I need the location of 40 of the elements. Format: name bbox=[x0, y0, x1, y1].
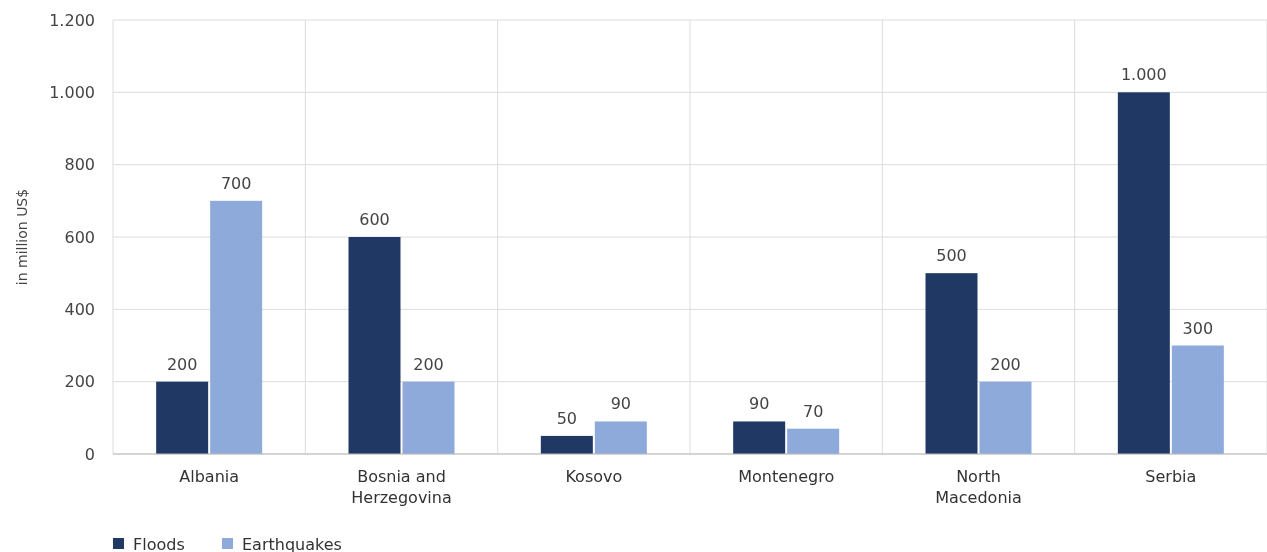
y-tick-label: 400 bbox=[64, 299, 95, 319]
bar bbox=[925, 273, 978, 454]
y-axis-title: in million US$ bbox=[14, 188, 30, 286]
data-label: 90 bbox=[610, 394, 632, 414]
bar bbox=[210, 200, 263, 454]
legend-label: Floods bbox=[133, 534, 185, 552]
data-label: 50 bbox=[556, 408, 578, 428]
x-tick-label: Serbia bbox=[1145, 467, 1197, 486]
data-label: 600 bbox=[359, 210, 390, 229]
data-label: 200 bbox=[166, 354, 198, 374]
data-label: 1.000 bbox=[1120, 65, 1167, 85]
data-label: 200 bbox=[990, 354, 1021, 374]
x-tick-label: Albania bbox=[179, 467, 240, 486]
bar bbox=[348, 237, 401, 454]
data-label: 300 bbox=[1182, 318, 1214, 338]
bar bbox=[1171, 345, 1224, 454]
y-tick-label: 1.200 bbox=[49, 10, 95, 30]
y-tick-label: 600 bbox=[64, 227, 95, 247]
bar bbox=[540, 435, 593, 454]
x-tick-label: North Macedonia bbox=[935, 467, 1022, 507]
data-label: 90 bbox=[748, 394, 770, 414]
y-tick-label: 800 bbox=[64, 155, 95, 175]
bar bbox=[733, 421, 786, 454]
data-label: 500 bbox=[936, 246, 967, 266]
bar bbox=[156, 381, 209, 454]
y-tick-label: 0 bbox=[84, 444, 95, 464]
bar bbox=[1117, 92, 1170, 454]
legend-label: Earthquakes bbox=[242, 534, 342, 552]
y-tick-label: 1.000 bbox=[49, 82, 95, 102]
x-tick-label: Kosovo bbox=[565, 467, 623, 486]
bar bbox=[594, 421, 647, 454]
data-label: 70 bbox=[802, 401, 824, 421]
data-label: 200 bbox=[413, 354, 444, 374]
data-label: 700 bbox=[220, 173, 252, 193]
bar bbox=[402, 381, 455, 454]
x-tick-label: Bosnia and Herzegovina bbox=[351, 467, 452, 507]
bar bbox=[787, 428, 840, 454]
y-tick-label: 200 bbox=[64, 372, 95, 392]
bar bbox=[979, 381, 1032, 454]
x-tick-label: Montenegro bbox=[738, 467, 835, 486]
